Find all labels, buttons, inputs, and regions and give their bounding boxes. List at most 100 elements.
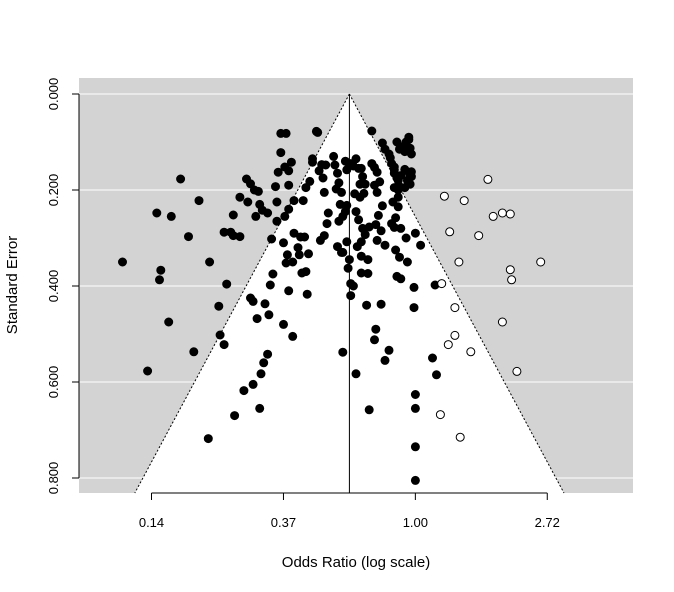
observed-point [318, 173, 328, 183]
observed-point [384, 345, 394, 355]
observed-point [222, 279, 232, 289]
y-tick-label: 0.600 [46, 366, 61, 399]
imputed-point [459, 196, 469, 206]
observed-point [319, 187, 329, 197]
observed-point [371, 220, 381, 230]
observed-point [271, 182, 280, 192]
observed-point [337, 187, 346, 197]
imputed-point [483, 174, 493, 184]
observed-point [410, 403, 420, 413]
observed-point [279, 319, 288, 329]
imputed-point [450, 330, 460, 340]
observed-point [282, 250, 292, 260]
observed-point [396, 274, 406, 284]
imputed-point [474, 231, 484, 241]
observed-point [355, 179, 365, 189]
imputed-point [443, 340, 453, 350]
observed-point [281, 128, 291, 138]
observed-point [156, 265, 166, 275]
imputed-point [439, 191, 449, 201]
observed-point [235, 192, 245, 202]
observed-point [294, 250, 304, 260]
observed-point [323, 208, 333, 218]
observed-point [143, 366, 153, 376]
observed-point [405, 179, 415, 189]
observed-point [284, 286, 294, 296]
imputed-point [466, 347, 476, 357]
observed-point [393, 185, 403, 195]
funnel-right-boundary [348, 93, 565, 494]
observed-point [380, 355, 390, 365]
observed-point [298, 196, 308, 206]
imputed-point [454, 257, 464, 267]
observed-point [409, 282, 419, 292]
observed-point [372, 167, 382, 177]
observed-point [343, 263, 353, 273]
observed-point [410, 475, 420, 485]
imputed-point [497, 208, 507, 218]
observed-point [330, 160, 340, 170]
observed-point [356, 163, 366, 173]
observed-point [376, 299, 386, 309]
observed-point [255, 403, 265, 413]
x-tick-label: 0.14 [139, 515, 164, 530]
observed-point [396, 223, 406, 233]
observed-point [363, 255, 373, 265]
observed-point [189, 347, 199, 357]
observed-point [268, 269, 278, 279]
x-tick-label: 1.00 [403, 515, 428, 530]
observed-point [265, 280, 275, 290]
x-axis-title: Odds Ratio (log scale) [282, 554, 430, 571]
observed-point [289, 196, 299, 206]
y-tick-label: 0.400 [46, 270, 61, 303]
observed-point [152, 208, 162, 218]
observed-point [259, 358, 269, 368]
observed-point [376, 226, 386, 236]
observed-point [416, 240, 426, 250]
observed-point [406, 172, 416, 182]
imputed-point [450, 303, 460, 313]
observed-point [355, 192, 365, 202]
data-points [118, 126, 546, 485]
observed-point [344, 255, 354, 265]
observed-point [215, 330, 225, 340]
observed-point [351, 207, 361, 217]
observed-point [272, 216, 282, 226]
observed-point [409, 303, 419, 313]
observed-point [367, 126, 377, 136]
observed-point [346, 291, 356, 301]
observed-point [363, 269, 373, 278]
imputed-point [505, 209, 515, 219]
observed-point [235, 232, 245, 242]
observed-point [404, 135, 414, 145]
observed-point [301, 267, 311, 277]
observed-point [371, 324, 381, 334]
observed-point [391, 245, 401, 255]
y-tick-label: 0.000 [46, 78, 61, 111]
y-tick-label: 0.200 [46, 174, 61, 207]
observed-point [372, 187, 382, 197]
observed-point [380, 240, 390, 250]
observed-point [281, 258, 291, 268]
x-axis-ticks: 0.14 0.37 1.00 2.72 [139, 493, 560, 530]
observed-point [263, 208, 273, 218]
observed-point [194, 196, 204, 206]
observed-point [333, 168, 342, 178]
observed-point [263, 349, 273, 359]
observed-point [315, 235, 325, 245]
observed-point [377, 201, 387, 211]
observed-point [351, 369, 361, 379]
observed-point [284, 166, 294, 176]
observed-point [253, 186, 263, 196]
x-tick-label: 2.72 [535, 515, 560, 530]
imputed-point [437, 279, 447, 289]
observed-point [410, 390, 420, 399]
observed-point [264, 310, 274, 320]
observed-point [313, 127, 323, 137]
observed-point [396, 171, 406, 181]
observed-point [248, 296, 258, 306]
observed-point [214, 301, 224, 311]
observed-point [329, 151, 339, 161]
observed-point [402, 257, 412, 267]
